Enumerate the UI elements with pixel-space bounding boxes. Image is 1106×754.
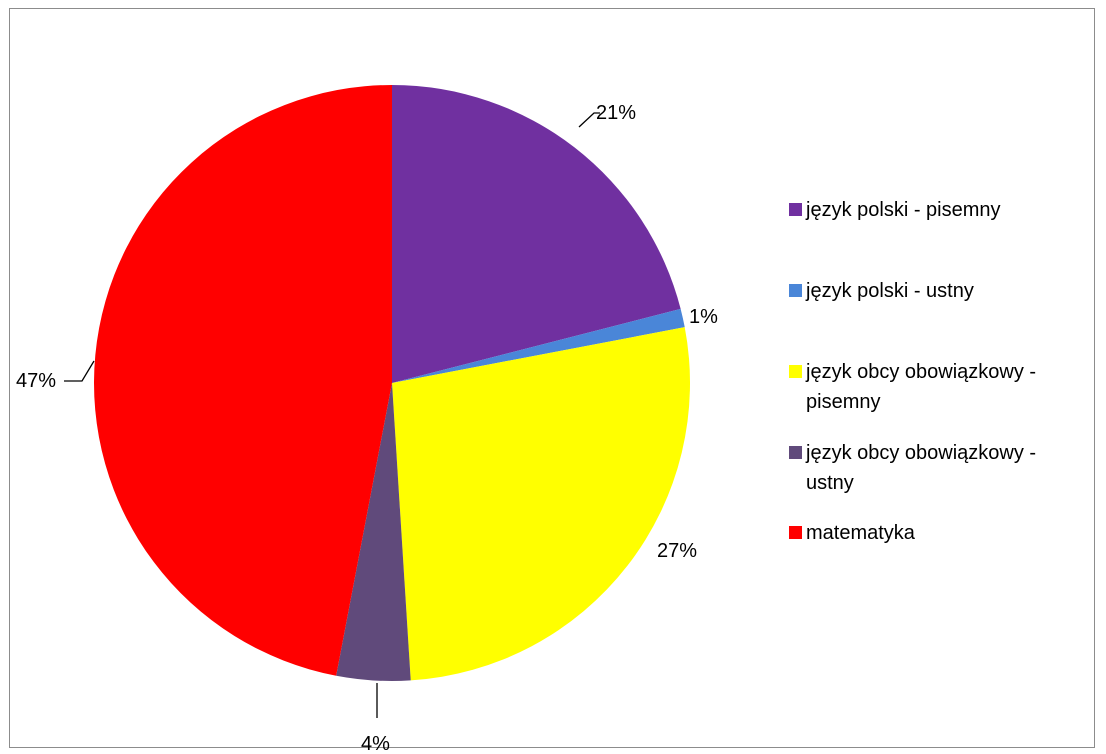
legend-swatch [789, 203, 802, 216]
legend-label: język polski - ustny [806, 280, 974, 302]
pie-slice-jezyk-polski-pisemny [392, 85, 681, 383]
legend-item-jezyk-polski-pisemny: język polski - pisemny [789, 195, 1076, 225]
legend-item-matematyka: matematyka [789, 518, 1076, 548]
data-label-jezyk-polski-ustny: 1% [689, 306, 718, 328]
legend-item-jezyk-obcy-obowiazkowy-pisemny: język obcy obowiązkowy - pisemny [789, 357, 1076, 417]
data-label-jezyk-obcy-obowiazkowy-pisemny: 27% [657, 540, 697, 562]
legend-label: język obcy obowiązkowy - pisemny [806, 361, 1037, 413]
legend-swatch [789, 526, 802, 539]
pie-slice-jezyk-obcy-obowiazkowy-ustny [336, 383, 411, 682]
legend-label: język obcy obowiązkowy - ustny [806, 442, 1037, 494]
pie-slice-matematyka [93, 85, 392, 676]
data-label-jezyk-polski-pisemny: 21% [596, 102, 636, 124]
data-labels: 21% 1% 27% 4% 47% [16, 102, 718, 754]
legend-item-jezyk-polski-ustny: język polski - ustny [789, 276, 1076, 306]
legend-label: język polski - pisemny [806, 199, 1001, 221]
data-label-matematyka: 47% [16, 370, 56, 392]
legend-swatch [789, 284, 802, 297]
legend-item-jezyk-obcy-obowiazkowy-ustny: język obcy obowiązkowy - ustny [789, 438, 1076, 498]
legend-label: matematyka [806, 522, 915, 544]
pie-slices [93, 85, 691, 682]
legend-swatch [789, 446, 802, 459]
leader-lines [64, 112, 600, 718]
data-label-jezyk-obcy-obowiazkowy-ustny: 4% [361, 733, 390, 754]
leader-line-matematyka [64, 360, 95, 382]
legend-swatch [789, 365, 802, 378]
pie-slice-jezyk-obcy-obowiazkowy-pisemny [392, 327, 691, 681]
pie-slice-jezyk-polski-ustny [392, 308, 685, 383]
leader-line-jezyk-polski-pisemny [578, 112, 600, 128]
